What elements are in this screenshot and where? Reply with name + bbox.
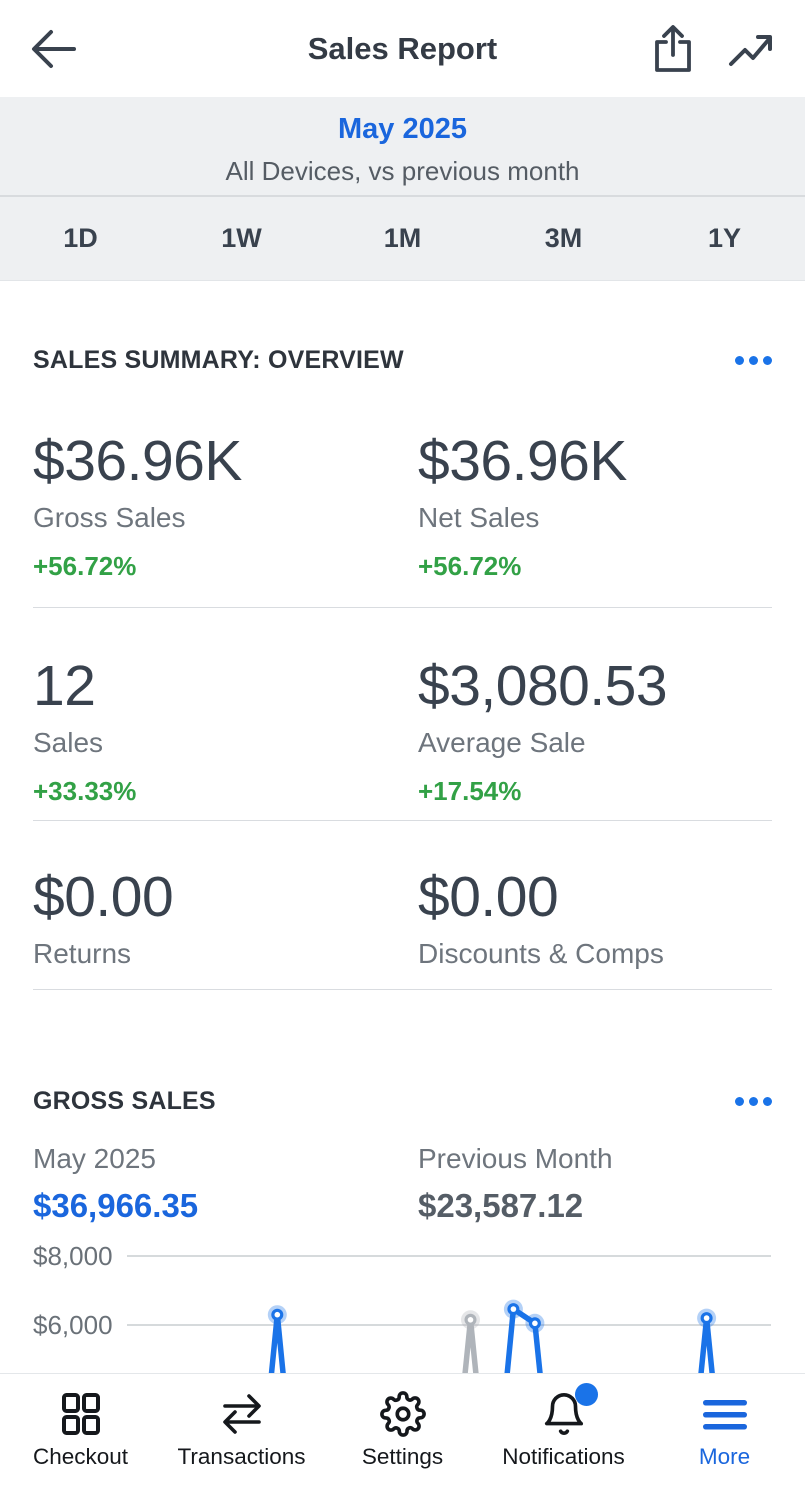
- nav-label: Transactions: [177, 1444, 306, 1469]
- trending-up-icon: [729, 34, 772, 66]
- share-button[interactable]: [651, 24, 695, 74]
- nav-label: Notifications: [502, 1444, 625, 1469]
- stat-net-sales: $36.96K Net Sales +56.72%: [418, 429, 772, 581]
- menu-icon: [702, 1400, 747, 1430]
- stat-label: Returns: [33, 938, 132, 969]
- nav-item-checkout[interactable]: Checkout: [0, 1374, 161, 1500]
- stat-label: Discounts & Comps: [418, 938, 664, 969]
- stat-label: Net Sales: [418, 502, 540, 533]
- sales-summary-title: SALES SUMMARY: OVERVIEW: [33, 345, 404, 374]
- stat-value: $3,080.53: [418, 654, 668, 718]
- gross-sales-title: GROSS SALES: [33, 1086, 216, 1115]
- range-tab-1y[interactable]: 1Y: [707, 223, 742, 253]
- sales-summary-menu-button[interactable]: [735, 352, 772, 369]
- sales-summary-header: SALES SUMMARY: OVERVIEW: [33, 345, 772, 375]
- header-bar: Sales Report: [0, 0, 805, 97]
- report-content: SALES SUMMARY: OVERVIEW $36.96K Gross Sa…: [0, 345, 805, 1500]
- summary-row-2: 12 Sales +33.33% $3,080.53 Average Sale …: [33, 608, 772, 821]
- summary-row-1: $36.96K Gross Sales +56.72% $36.96K Net …: [33, 375, 772, 608]
- line-chart: $8,000 $6,000: [33, 1245, 771, 1500]
- stat-value: 12: [33, 654, 96, 718]
- ellipsis-icon: [749, 355, 758, 365]
- gross-sales-comparison: May 2025 $36,966.35 Previous Month $23,5…: [33, 1142, 772, 1227]
- back-arrow-icon: [32, 29, 76, 68]
- stat-label: Gross Sales: [33, 502, 186, 533]
- stat-label: Average Sale: [418, 727, 586, 758]
- stat-change: +33.33%: [33, 776, 137, 806]
- nav-item-settings[interactable]: Settings: [322, 1374, 483, 1500]
- period-header: May 2025 All Devices, vs previous month: [0, 97, 805, 197]
- gross-sales-chart: $8,000 $6,000: [0, 1245, 805, 1500]
- stat-average-sale: $3,080.53 Average Sale +17.54%: [418, 654, 772, 806]
- grid-icon: [61, 1393, 100, 1435]
- ellipsis-icon: [735, 1096, 744, 1106]
- nav-label: More: [698, 1444, 751, 1469]
- nav-item-transactions[interactable]: Transactions: [161, 1374, 322, 1500]
- bottom-navigation: Checkout Transactions Settings Notificat…: [0, 1373, 805, 1500]
- range-tabs: 1D 1W 1M 3M 1Y: [0, 197, 805, 281]
- gear-icon: [379, 1391, 426, 1437]
- svg-text:$8,000: $8,000: [33, 1245, 113, 1271]
- ellipsis-icon: [763, 355, 772, 365]
- previous-period-label: Previous Month: [418, 1143, 613, 1174]
- current-period-label: May 2025: [33, 1143, 156, 1174]
- period-selector[interactable]: May 2025: [338, 113, 467, 145]
- previous-period-value: $23,587.12: [418, 1187, 584, 1224]
- svg-text:$6,000: $6,000: [33, 1310, 113, 1340]
- gross-sales-previous: Previous Month $23,587.12: [418, 1142, 772, 1227]
- notification-badge: [574, 1383, 598, 1406]
- header-actions: [651, 24, 775, 74]
- back-button[interactable]: [30, 28, 77, 70]
- stat-returns: $0.00 Returns: [33, 865, 418, 971]
- ellipsis-icon: [763, 1096, 772, 1106]
- gross-sales-current: May 2025 $36,966.35: [33, 1142, 418, 1227]
- gross-sales-header: GROSS SALES: [33, 1086, 772, 1116]
- range-tab-1d[interactable]: 1D: [63, 223, 98, 253]
- stat-value: $36.96K: [33, 429, 242, 493]
- range-tab-1m[interactable]: 1M: [383, 223, 422, 253]
- ellipsis-icon: [749, 1096, 758, 1106]
- bell-icon: [544, 1393, 583, 1435]
- gross-sales-menu-button[interactable]: [735, 1093, 772, 1110]
- stat-label: Sales: [33, 727, 104, 758]
- nav-item-more[interactable]: More: [644, 1374, 805, 1500]
- stat-value: $0.00: [418, 865, 559, 929]
- summary-row-3: $0.00 Returns $0.00 Discounts & Comps: [33, 821, 772, 990]
- share-icon: [655, 24, 691, 72]
- range-tab-1w[interactable]: 1W: [221, 223, 262, 253]
- nav-label: Settings: [361, 1444, 444, 1469]
- stat-value: $0.00: [33, 865, 174, 929]
- period-subtitle: All Devices, vs previous month: [225, 156, 580, 186]
- stat-value: $36.96K: [418, 429, 627, 493]
- nav-label: Checkout: [32, 1444, 129, 1469]
- trend-report-button[interactable]: [727, 29, 775, 69]
- current-period-value: $36,966.35: [33, 1187, 199, 1224]
- stat-change: +56.72%: [33, 551, 137, 581]
- transfer-arrows-icon: [222, 1394, 261, 1434]
- range-tab-3m[interactable]: 3M: [544, 223, 583, 253]
- stat-change: +56.72%: [418, 551, 522, 581]
- stat-sales-count: 12 Sales +33.33%: [33, 654, 418, 806]
- ellipsis-icon: [735, 355, 744, 365]
- stat-gross-sales: $36.96K Gross Sales +56.72%: [33, 429, 418, 581]
- nav-item-notifications[interactable]: Notifications: [483, 1374, 644, 1500]
- stat-change: +17.54%: [418, 776, 522, 806]
- stat-discounts-comps: $0.00 Discounts & Comps: [418, 865, 772, 971]
